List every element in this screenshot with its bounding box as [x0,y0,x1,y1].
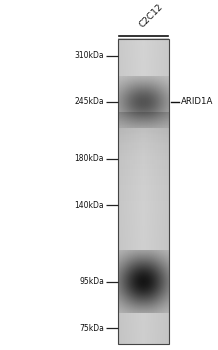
Text: 245kDa: 245kDa [74,97,104,106]
Text: ARID1A: ARID1A [181,97,214,106]
Text: 140kDa: 140kDa [74,201,104,210]
Text: 180kDa: 180kDa [75,154,104,163]
Text: 95kDa: 95kDa [79,277,104,286]
Bar [118,38,169,344]
Text: C2C12: C2C12 [137,2,164,30]
Text: 75kDa: 75kDa [79,324,104,333]
Text: 310kDa: 310kDa [74,51,104,61]
